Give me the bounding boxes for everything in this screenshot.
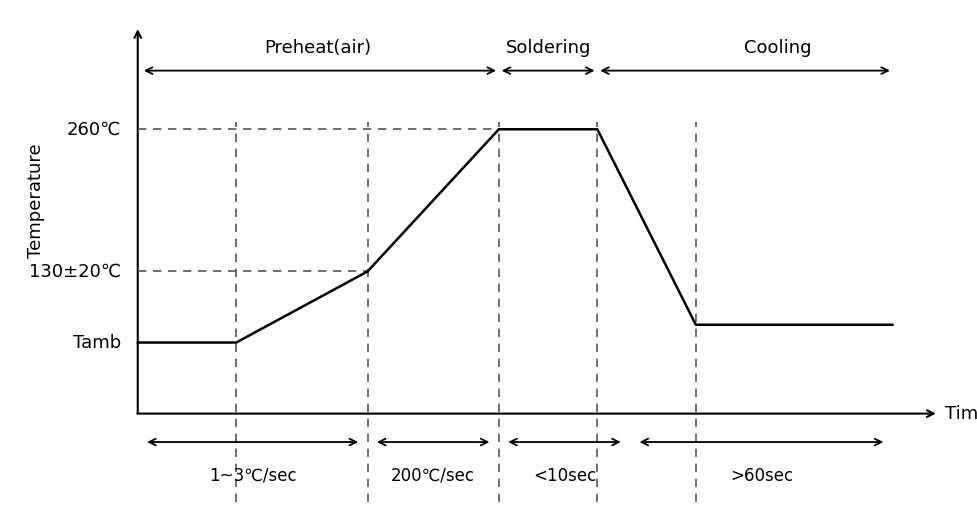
Text: Preheat(air): Preheat(air) — [265, 38, 371, 56]
Text: Tamb: Tamb — [73, 334, 121, 352]
Text: Soldering: Soldering — [505, 38, 590, 56]
Text: Temperature: Temperature — [27, 143, 45, 257]
Text: Cooling: Cooling — [743, 38, 811, 56]
Text: Time: Time — [945, 405, 977, 423]
Text: 260℃: 260℃ — [66, 120, 121, 138]
Text: 1~3℃/sec: 1~3℃/sec — [209, 467, 296, 485]
Text: 200℃/sec: 200℃/sec — [391, 467, 475, 485]
Text: 130±20℃: 130±20℃ — [29, 263, 121, 280]
Text: <10sec: <10sec — [532, 467, 596, 485]
Text: >60sec: >60sec — [729, 467, 792, 485]
